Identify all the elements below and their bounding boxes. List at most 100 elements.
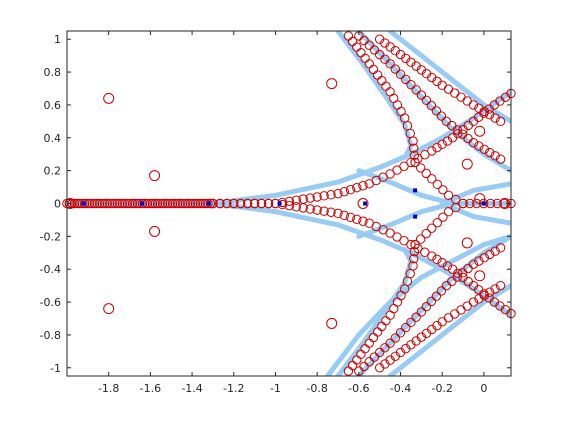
circle-left-edge [64,198,76,209]
circle-axis-6 [77,198,87,209]
y-tick-label-5: 0 [54,198,61,211]
filled-point-6 [413,214,418,219]
circle-axis-14 [97,198,107,209]
circle-axis-19 [110,198,120,209]
y-tick-label-4: -0.2 [40,230,61,243]
circle-curve-4-6 [385,59,395,69]
circle-axis-17 [105,198,115,209]
circle-curve-7-22 [495,280,506,291]
x-tick-label-1: -1.6 [140,382,161,395]
circle-axis-27 [130,198,140,209]
circle-curve-6-19 [479,106,490,117]
x-tick-label-6: -0.6 [348,382,369,395]
circle-curve-0-16 [319,191,329,201]
x-tick-label-8: -0.2 [431,382,452,395]
x-tick-label-2: -1.4 [181,382,202,395]
circle-curve-4-24 [479,144,490,154]
circle-curve-0-32 [427,146,437,156]
circle-axis-29 [135,198,145,209]
circle-curve-7-19 [479,290,490,301]
circle-curve-8-12 [485,198,496,209]
circle-curve-1-18 [333,208,343,219]
circle-curve-4-3 [369,45,380,55]
circle-curve-0-12 [291,195,301,205]
circle-curve-1-5 [242,198,253,209]
circle-point-5 [326,317,338,329]
x-axis-ticks: -1.8 -1.6 -1.4 -1.2 -1 -0.8 -0.6 -0.4 -0.2 0 [98,31,487,395]
circle-curve-0-20 [345,185,356,195]
filled-point-7 [481,201,486,206]
circle-curve-1-28 [399,236,409,246]
curve-1 [67,201,511,318]
circle-curve-0-28 [399,161,409,171]
circle-curve-0-14 [305,193,315,203]
filled-point-2 [206,201,211,206]
circle-curve-5-12 [416,307,427,317]
circle-curve-5-8 [395,328,406,338]
circle-curve-1-14 [305,204,315,214]
circle-curve-8-9 [465,198,475,209]
circle-curve-4-10 [406,79,416,90]
circle-axis-10 [87,198,97,209]
y-tick-label-10: 1 [54,33,61,46]
circle-curve-0-18 [333,188,343,199]
circle-curve-7-21 [490,284,500,294]
curve-5 [439,201,511,226]
circle-axis-41 [165,198,175,209]
circle-curve-5-10 [406,317,416,328]
circle-curve-6-20 [485,110,495,120]
circle-curve-2-19 [409,150,420,161]
y-tick-label-0: -1 [50,362,61,375]
circle-curve-0-35 [442,136,453,146]
y-tick-label-8: 0.6 [44,99,62,112]
circle-curve-1-35 [442,261,453,271]
circle-curve-5-5 [380,343,390,353]
circle-curve-0-31 [420,150,430,160]
circle-point-6 [357,198,369,209]
circle-axis-34 [147,198,158,209]
circle-curve-8-2 [421,168,431,179]
curve-4 [439,181,511,206]
circle-curve-9-7 [451,202,461,213]
circle-curve-0-33 [432,142,442,153]
circle-curve-5-26 [490,246,500,256]
circle-curve-0-34 [437,139,447,150]
circle-curve-4-22 [468,138,479,148]
circle-curve-9-4 [432,217,443,228]
circle-curve-1-6 [249,198,260,209]
circle-curve-4-7 [390,64,401,74]
circle-curve-4-13 [421,95,432,106]
circle-curve-1-3 [229,198,239,209]
circle-curve-5-13 [421,301,432,312]
circle-axis-43 [170,198,180,209]
circle-curve-1-11 [284,200,295,211]
circle-curve-5-11 [411,312,421,322]
curve-12 [325,233,511,376]
circle-curve-1-4 [236,198,246,209]
circle-point-4 [326,78,338,90]
y-tick-label-2: -0.6 [40,296,61,309]
x-tick-label-3: -1.2 [223,382,244,395]
circle-curve-9-3 [427,223,437,233]
circle-curve-1-20 [345,212,356,223]
circle-curve-4-26 [490,151,500,161]
circle-axis-21 [115,198,125,209]
circle-axis-33 [145,198,155,209]
circle-curve-1-26 [385,228,395,238]
circle-axis-13 [95,198,105,209]
circle-curve-9-5 [438,212,448,222]
circle-curve-0-26 [385,169,395,179]
circle-curve-8-5 [438,185,448,195]
circle-curve-9-1 [415,234,426,244]
circle-axis-48 [183,198,193,209]
x-tick-label-4: -1 [270,382,281,395]
circle-point-11 [474,193,486,205]
circle-axis-26 [127,198,138,209]
circle-curve-1-33 [432,254,442,265]
circle-curve-1-13 [298,203,308,213]
circle-axis-49 [185,198,195,209]
circle-curve-8-0 [410,157,420,168]
circle-curve-1-16 [319,206,329,216]
circle-curve-3-19 [409,246,420,257]
filled-points-layer [81,188,486,219]
